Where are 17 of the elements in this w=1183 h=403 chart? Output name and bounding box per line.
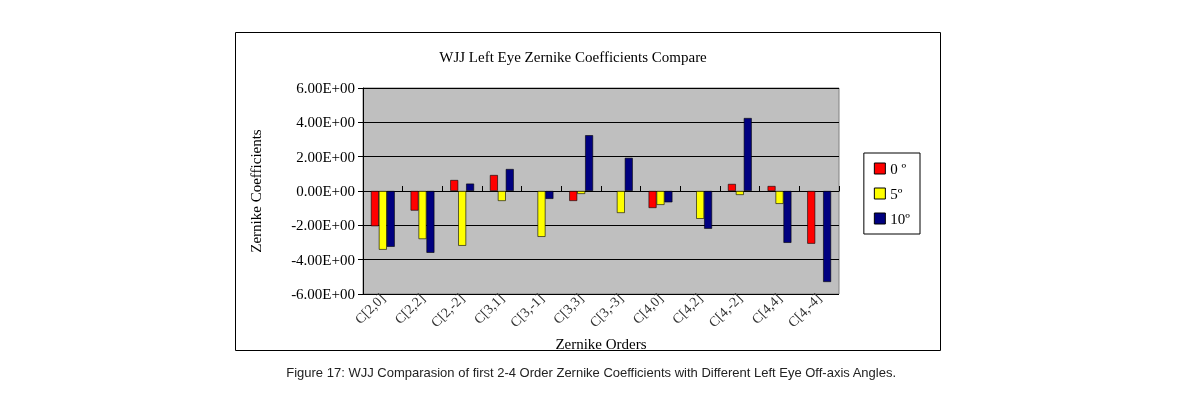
y-tick-label: -2.00E+00 <box>291 217 355 234</box>
y-tick-label: 0.00E+00 <box>296 183 355 199</box>
bar <box>466 183 475 191</box>
x-axis-title: Zernike Orders <box>555 336 647 353</box>
y-tick-label: -4.00E+00 <box>291 251 355 268</box>
y-tick-label: 4.00E+00 <box>296 114 355 131</box>
chart-title: WJJ Left Eye Zernike Coefficients Compare <box>439 48 708 65</box>
legend-label: 5º <box>890 185 903 202</box>
legend-label: 10º <box>890 210 911 227</box>
bar <box>727 183 736 191</box>
y-tick-label: 2.00E+00 <box>296 148 355 165</box>
bar <box>489 175 498 191</box>
caption: Figure 17: WJJ Comparasion of first 2-4 Order Zernike Coefficients with Different Left Eye Off-axis Angles. <box>286 365 897 380</box>
y-tick-label: -6.00E+00 <box>291 286 355 302</box>
legend-label: 0 º <box>890 160 907 177</box>
y-axis-title: Zernike Coefficients <box>247 129 264 253</box>
y-tick-label: 6.00E+00 <box>296 80 355 96</box>
